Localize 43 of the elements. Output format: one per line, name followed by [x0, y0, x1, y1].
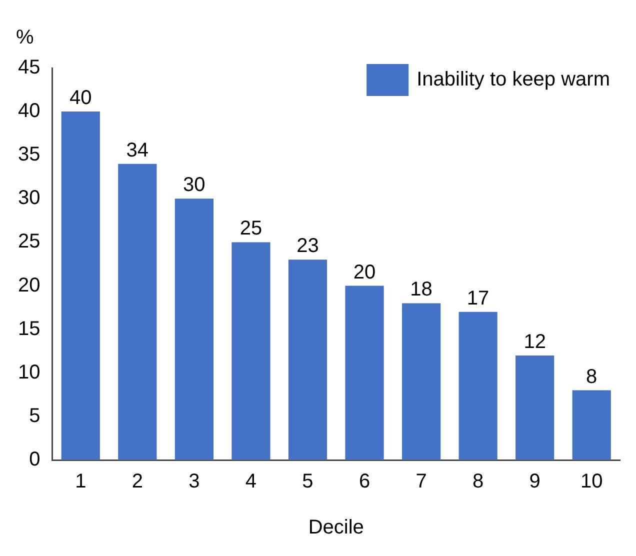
x-tick-label: 5	[302, 470, 314, 493]
bar	[572, 390, 611, 460]
y-axis-title: %	[16, 26, 34, 49]
legend-label: Inability to keep warm	[416, 68, 610, 91]
y-tick-label: 5	[29, 404, 40, 427]
data-label: 18	[410, 278, 432, 301]
bar	[118, 164, 157, 460]
data-label: 8	[586, 366, 598, 388]
y-tick-label: 15	[18, 318, 40, 340]
x-tick-label: 6	[358, 470, 370, 493]
x-tick-label: 8	[472, 470, 484, 493]
data-label: 25	[240, 218, 262, 240]
data-label: 30	[183, 174, 206, 196]
y-tick-label: 20	[18, 274, 40, 296]
x-axis-title: Decile	[308, 516, 364, 539]
bar	[288, 260, 328, 460]
bar	[458, 312, 498, 460]
data-label: 17	[466, 287, 490, 310]
x-tick-label: 3	[188, 470, 200, 493]
data-label: 20	[353, 261, 376, 284]
y-tick-label: 0	[29, 448, 40, 471]
y-tick-label: 30	[18, 187, 40, 210]
bar	[61, 112, 100, 460]
x-tick-label: 2	[132, 470, 143, 493]
y-tick-label: 35	[18, 144, 40, 166]
bar	[345, 286, 384, 460]
bar	[402, 303, 441, 460]
x-tick-label: 4	[245, 470, 257, 493]
data-label: 12	[524, 330, 546, 353]
data-label: 23	[296, 235, 319, 258]
y-tick-label: 25	[18, 230, 40, 253]
bar	[174, 198, 214, 460]
x-tick-label: 9	[529, 470, 540, 493]
data-label: 40	[70, 87, 92, 110]
bar	[232, 242, 270, 460]
data-label: 34	[126, 139, 149, 162]
y-tick-label: 45	[18, 56, 40, 79]
y-tick-label: 10	[18, 361, 40, 384]
x-tick-label: 1	[75, 470, 86, 493]
x-tick-label: 10	[580, 470, 603, 493]
x-tick-label: 7	[416, 470, 427, 493]
y-tick-label: 40	[18, 100, 40, 122]
bar	[516, 355, 554, 460]
